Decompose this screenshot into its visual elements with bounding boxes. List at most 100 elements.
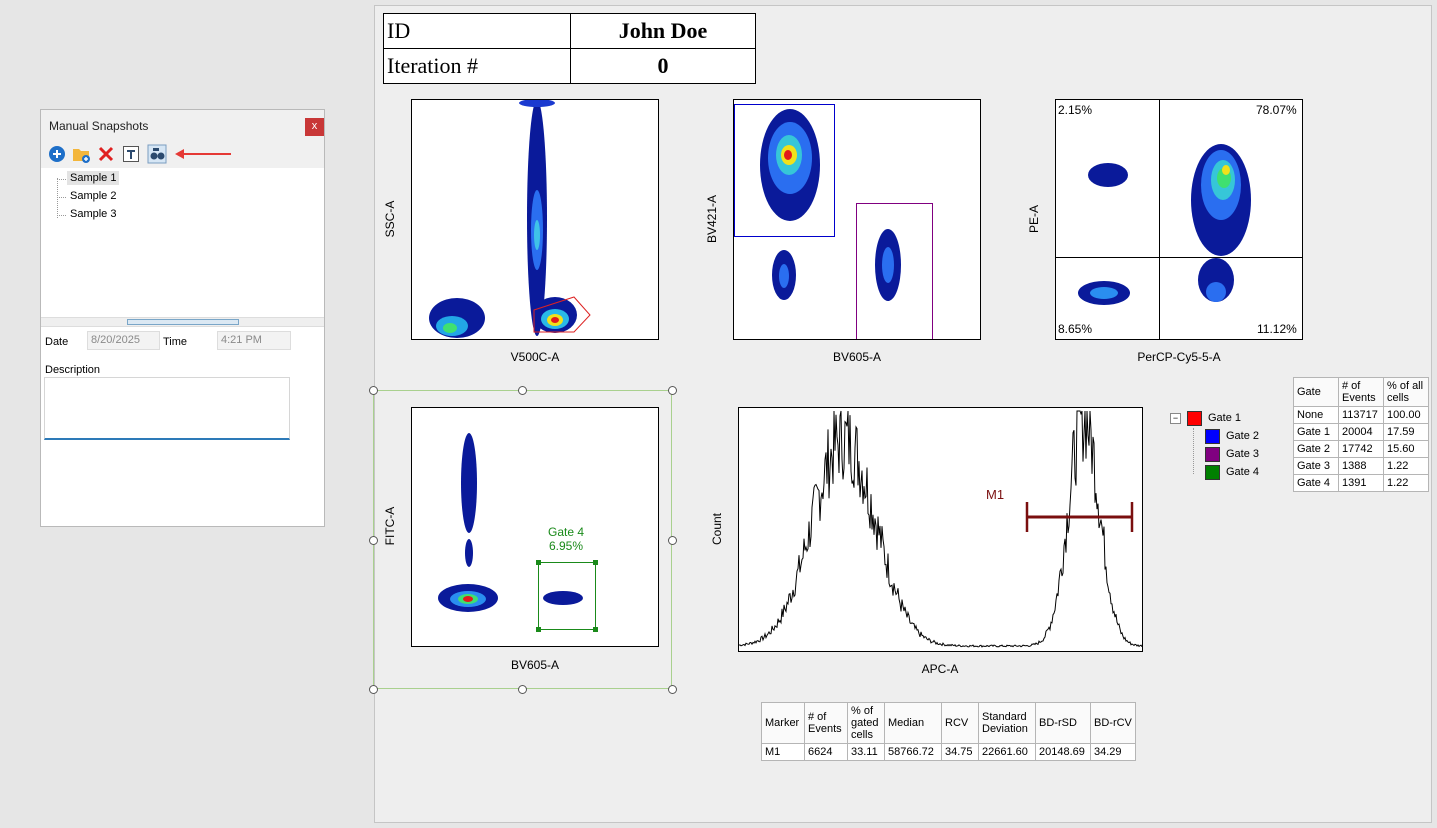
header-cell: % of all cells <box>1383 377 1429 407</box>
gate4-pct: 6.95% <box>548 539 584 553</box>
resize-handle[interactable] <box>369 536 378 545</box>
plot4-ylabel: FITC-A <box>383 506 397 546</box>
plot2-ylabel: BV421-A <box>705 194 719 244</box>
cell: Gate 2 <box>1293 440 1339 458</box>
cell: M1 <box>761 743 805 761</box>
table-row: None 113717 100.00 <box>1293 406 1429 424</box>
manual-snapshots-panel: Manual Snapshots x Sample 1 Sample 2 Sam… <box>40 109 325 527</box>
table-row: Gate 1 20004 17.59 <box>1293 423 1429 441</box>
add-icon[interactable] <box>47 144 67 164</box>
gate4-legend-label: Gate 4 <box>1226 466 1260 478</box>
quadrant-ll-pct: 8.65% <box>1058 322 1093 336</box>
table-row: Gate 2 17742 15.60 <box>1293 440 1429 458</box>
splitter-grip[interactable] <box>127 319 239 325</box>
resize-handle[interactable] <box>518 386 527 395</box>
gate4-annotation: Gate 4 6.95% <box>536 525 596 553</box>
description-label: Description <box>45 364 101 376</box>
cell: 15.60 <box>1383 440 1429 458</box>
cell: Gate 4 <box>1293 474 1339 492</box>
marker-stats-header-row: Marker # of Events % of gated cells Medi… <box>761 702 1136 744</box>
cell: 20004 <box>1338 423 1384 441</box>
gate-stats-table: Gate # of Events % of all cells None 1137… <box>1293 377 1429 492</box>
cell: Gate 1 <box>1293 423 1339 441</box>
id-value: John Doe <box>570 13 756 49</box>
resize-handle[interactable] <box>668 386 677 395</box>
gate3-swatch <box>1205 447 1220 462</box>
date-field[interactable]: 8/20/2025 <box>87 331 160 350</box>
iteration-value: 0 <box>570 48 756 84</box>
snapshot-toolbar <box>41 140 324 168</box>
add-folder-icon[interactable] <box>71 144 91 164</box>
cell: None <box>1293 406 1339 424</box>
quadrant-ul-pct: 2.15% <box>1058 103 1093 117</box>
gate-stats-header-row: Gate # of Events % of all cells <box>1293 377 1429 407</box>
plot4-xlabel: BV605-A <box>510 658 560 672</box>
header-cell: Gate <box>1293 377 1339 407</box>
header-cell: BD-rCV <box>1090 702 1136 744</box>
plot5-ylabel: Count <box>710 512 724 546</box>
plot3-ylabel: PE-A <box>1027 205 1041 234</box>
header-cell: Median <box>884 702 942 744</box>
cell: 1391 <box>1338 474 1384 492</box>
resize-handle[interactable] <box>668 685 677 694</box>
plot-fitc-bv605[interactable] <box>411 407 659 647</box>
snapshot-item-sample-3[interactable]: Sample 3 <box>70 208 117 220</box>
annotation-arrow <box>183 153 231 155</box>
density-plot-2 <box>734 104 933 339</box>
rename-icon[interactable] <box>121 144 141 164</box>
marker-stats-table: Marker # of Events % of gated cells Medi… <box>761 702 1136 761</box>
resize-handle[interactable] <box>369 685 378 694</box>
resize-handle[interactable] <box>518 685 527 694</box>
collapse-toggle[interactable]: − <box>1170 413 1181 424</box>
resize-handle[interactable] <box>668 536 677 545</box>
histogram <box>739 410 1142 648</box>
description-input[interactable] <box>44 377 290 440</box>
plot-pe-percp[interactable] <box>1055 99 1303 340</box>
delete-icon[interactable] <box>96 144 116 164</box>
cell: 100.00 <box>1383 406 1429 424</box>
cell: 17742 <box>1338 440 1384 458</box>
gate1-swatch <box>1187 411 1202 426</box>
cell: 33.11 <box>847 743 885 761</box>
header-cell: # of Events <box>804 702 848 744</box>
gate1-label: Gate 1 <box>1208 412 1242 424</box>
header-cell: Marker <box>761 702 805 744</box>
gate4-swatch <box>1205 465 1220 480</box>
id-table: ID John Doe Iteration # 0 <box>383 13 756 84</box>
cell: 34.75 <box>941 743 979 761</box>
close-button[interactable]: x <box>305 118 324 136</box>
gate2-swatch <box>1205 429 1220 444</box>
panel-header: Manual Snapshots x <box>41 110 324 140</box>
cell: 1.22 <box>1383 474 1429 492</box>
gate4-label: Gate 4 <box>547 525 585 539</box>
legend-tree-line <box>1193 428 1194 474</box>
iteration-label: Iteration # <box>383 48 571 84</box>
density-plot-4 <box>438 433 598 632</box>
tree-branch <box>57 215 66 216</box>
panel-title: Manual Snapshots <box>49 119 149 133</box>
resize-handle[interactable] <box>369 386 378 395</box>
gate2-label: Gate 2 <box>1226 430 1260 442</box>
plot-histogram-apc[interactable] <box>738 407 1143 652</box>
tree-line <box>57 178 58 218</box>
plot-ssc-v500c[interactable] <box>411 99 659 340</box>
snapshot-item-sample-2[interactable]: Sample 2 <box>70 190 117 202</box>
cell: 20148.69 <box>1035 743 1091 761</box>
cell: 17.59 <box>1383 423 1429 441</box>
plot2-xlabel: BV605-A <box>832 350 882 364</box>
plot5-xlabel: APC-A <box>921 662 959 676</box>
density-plot-3 <box>1056 100 1302 339</box>
header-cell: RCV <box>941 702 979 744</box>
table-row: Gate 4 1391 1.22 <box>1293 474 1429 492</box>
plot1-xlabel: V500C-A <box>510 350 560 364</box>
cell: 1.22 <box>1383 457 1429 475</box>
cell: 34.29 <box>1090 743 1136 761</box>
plot-bv421-bv605[interactable] <box>733 99 981 340</box>
snapshot-icon[interactable] <box>147 144 167 164</box>
cell: 6624 <box>804 743 848 761</box>
snapshot-item-sample-1[interactable]: Sample 1 <box>67 171 120 185</box>
header-cell: # of Events <box>1338 377 1384 407</box>
plot1-ylabel: SSC-A <box>383 200 397 238</box>
date-label: Date <box>45 336 69 348</box>
time-field[interactable]: 4:21 PM <box>217 331 291 350</box>
